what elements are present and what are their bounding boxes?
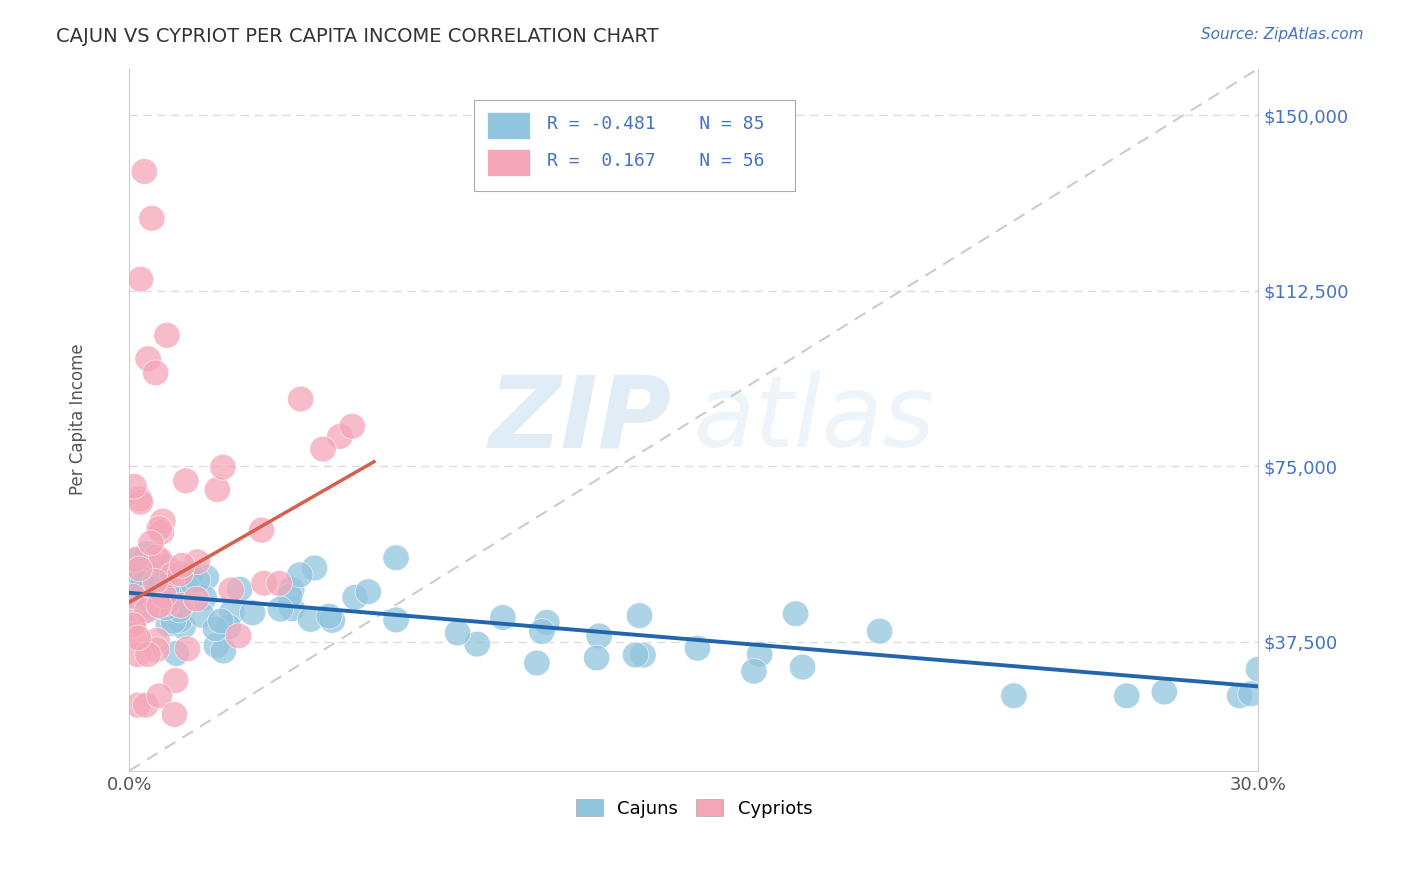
Legend: Cajuns, Cypriots: Cajuns, Cypriots <box>568 792 820 825</box>
Text: atlas: atlas <box>695 371 935 468</box>
Text: ZIP: ZIP <box>488 371 671 468</box>
Text: Per Capita Income: Per Capita Income <box>69 343 87 495</box>
Text: Source: ZipAtlas.com: Source: ZipAtlas.com <box>1201 27 1364 42</box>
Text: CAJUN VS CYPRIOT PER CAPITA INCOME CORRELATION CHART: CAJUN VS CYPRIOT PER CAPITA INCOME CORRE… <box>56 27 659 45</box>
Text: R =  0.167    N = 56: R = 0.167 N = 56 <box>547 153 765 170</box>
FancyBboxPatch shape <box>488 149 530 176</box>
FancyBboxPatch shape <box>474 100 796 192</box>
FancyBboxPatch shape <box>488 112 530 139</box>
Text: R = -0.481    N = 85: R = -0.481 N = 85 <box>547 115 765 133</box>
